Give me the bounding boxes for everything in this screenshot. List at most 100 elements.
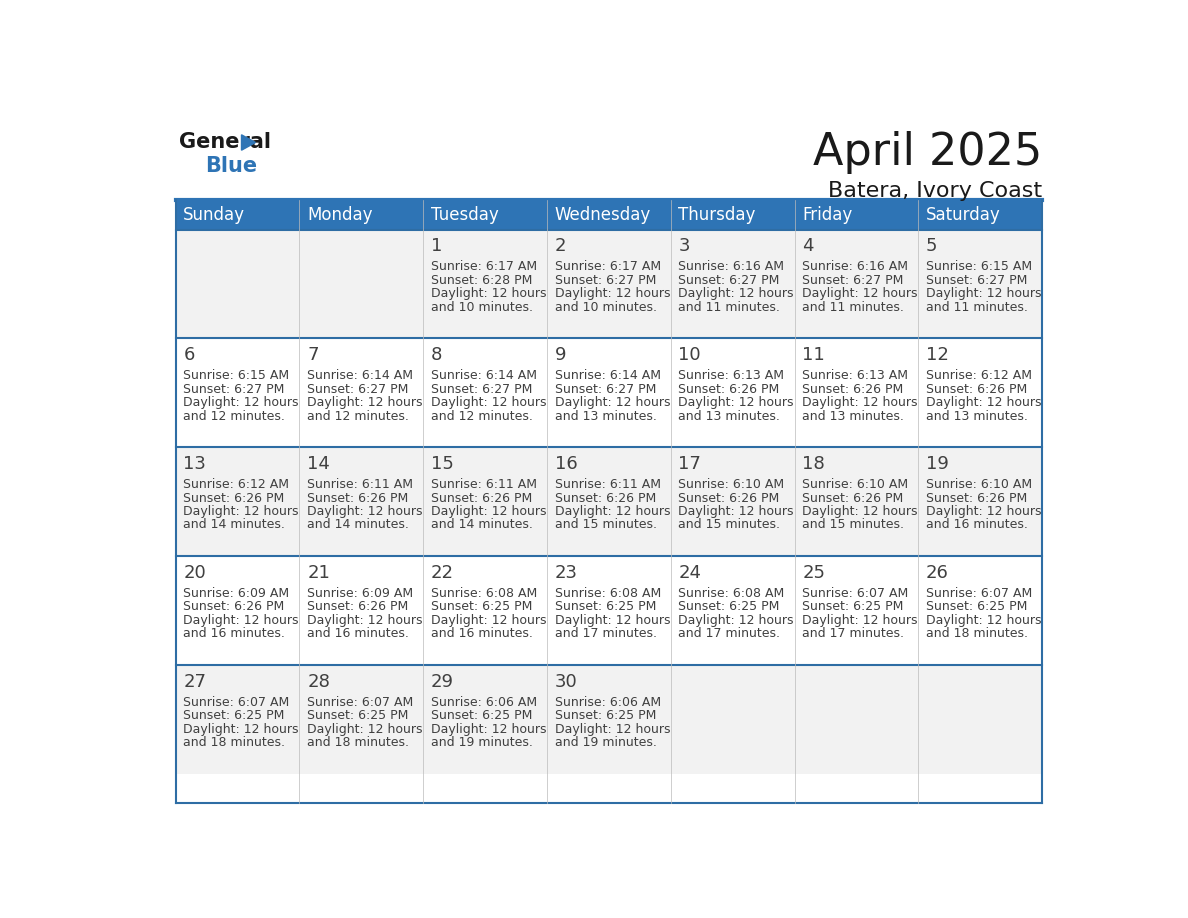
Text: Sunset: 6:26 PM: Sunset: 6:26 PM (308, 491, 409, 505)
Text: Sunset: 6:26 PM: Sunset: 6:26 PM (802, 383, 904, 396)
Text: Daylight: 12 hours: Daylight: 12 hours (802, 287, 918, 300)
Text: Sunrise: 6:17 AM: Sunrise: 6:17 AM (431, 261, 537, 274)
Bar (795, 200, 918, 230)
Text: Daylight: 12 hours: Daylight: 12 hours (678, 505, 794, 518)
Text: Blue: Blue (206, 155, 257, 175)
Text: 8: 8 (431, 346, 442, 364)
Text: Sunrise: 6:16 AM: Sunrise: 6:16 AM (678, 261, 784, 274)
Text: Saturday: Saturday (927, 206, 1000, 224)
Text: Daylight: 12 hours: Daylight: 12 hours (678, 614, 794, 627)
Text: Sunset: 6:27 PM: Sunset: 6:27 PM (802, 274, 904, 286)
Text: and 19 minutes.: and 19 minutes. (555, 736, 657, 749)
Text: Sunrise: 6:15 AM: Sunrise: 6:15 AM (927, 261, 1032, 274)
Text: 28: 28 (308, 673, 330, 690)
Text: Daylight: 12 hours: Daylight: 12 hours (183, 397, 299, 409)
Text: and 16 minutes.: and 16 minutes. (308, 627, 409, 641)
Text: 7: 7 (308, 346, 318, 364)
Text: General: General (179, 132, 272, 152)
Text: 16: 16 (555, 455, 577, 473)
Text: and 12 minutes.: and 12 minutes. (308, 409, 409, 422)
Text: Thursday: Thursday (678, 206, 756, 224)
Text: Sunrise: 6:10 AM: Sunrise: 6:10 AM (927, 478, 1032, 491)
Text: and 11 minutes.: and 11 minutes. (802, 301, 904, 314)
Text: 22: 22 (431, 564, 454, 582)
Text: Daylight: 12 hours: Daylight: 12 hours (927, 505, 1042, 518)
Text: Sunset: 6:27 PM: Sunset: 6:27 PM (555, 383, 656, 396)
Text: and 16 minutes.: and 16 minutes. (183, 627, 285, 641)
Text: Daylight: 12 hours: Daylight: 12 hours (927, 397, 1042, 409)
Text: Sunrise: 6:07 AM: Sunrise: 6:07 AM (183, 696, 290, 709)
Text: and 18 minutes.: and 18 minutes. (308, 736, 409, 749)
Text: and 17 minutes.: and 17 minutes. (678, 627, 781, 641)
Bar (176, 200, 299, 230)
Text: Daylight: 12 hours: Daylight: 12 hours (555, 287, 670, 300)
Text: Sunrise: 6:09 AM: Sunrise: 6:09 AM (183, 587, 290, 600)
Text: and 16 minutes.: and 16 minutes. (431, 627, 532, 641)
Text: Sunrise: 6:17 AM: Sunrise: 6:17 AM (555, 261, 661, 274)
Text: 1: 1 (431, 237, 442, 255)
Bar (176, 665, 1042, 774)
Text: and 16 minutes.: and 16 minutes. (927, 519, 1028, 532)
Text: and 15 minutes.: and 15 minutes. (555, 519, 657, 532)
Text: Daylight: 12 hours: Daylight: 12 hours (555, 397, 670, 409)
Text: and 14 minutes.: and 14 minutes. (431, 519, 532, 532)
Text: and 19 minutes.: and 19 minutes. (431, 736, 532, 749)
Text: Sunrise: 6:15 AM: Sunrise: 6:15 AM (183, 369, 290, 382)
Text: Sunset: 6:26 PM: Sunset: 6:26 PM (555, 491, 656, 505)
Text: 14: 14 (308, 455, 330, 473)
Text: Sunrise: 6:11 AM: Sunrise: 6:11 AM (555, 478, 661, 491)
Text: Sunrise: 6:12 AM: Sunrise: 6:12 AM (183, 478, 290, 491)
Text: Daylight: 12 hours: Daylight: 12 hours (927, 287, 1042, 300)
Text: Sunset: 6:27 PM: Sunset: 6:27 PM (927, 274, 1028, 286)
Text: Sunrise: 6:13 AM: Sunrise: 6:13 AM (802, 369, 909, 382)
Bar (423, 200, 546, 230)
Text: and 13 minutes.: and 13 minutes. (555, 409, 657, 422)
Text: 24: 24 (678, 564, 701, 582)
Text: Sunset: 6:27 PM: Sunset: 6:27 PM (431, 383, 532, 396)
Text: 21: 21 (308, 564, 330, 582)
Text: and 17 minutes.: and 17 minutes. (555, 627, 657, 641)
Text: and 14 minutes.: and 14 minutes. (308, 519, 409, 532)
Text: Monday: Monday (308, 206, 373, 224)
Text: Daylight: 12 hours: Daylight: 12 hours (927, 614, 1042, 627)
Text: Sunrise: 6:07 AM: Sunrise: 6:07 AM (802, 587, 909, 600)
Bar (546, 200, 671, 230)
Polygon shape (241, 135, 255, 151)
Text: Sunrise: 6:14 AM: Sunrise: 6:14 AM (555, 369, 661, 382)
Text: and 11 minutes.: and 11 minutes. (927, 301, 1028, 314)
Text: Sunset: 6:25 PM: Sunset: 6:25 PM (802, 600, 904, 613)
Text: Daylight: 12 hours: Daylight: 12 hours (431, 722, 546, 735)
Text: Daylight: 12 hours: Daylight: 12 hours (555, 722, 670, 735)
Text: and 13 minutes.: and 13 minutes. (678, 409, 781, 422)
Text: Sunrise: 6:09 AM: Sunrise: 6:09 AM (308, 587, 413, 600)
Text: Batera, Ivory Coast: Batera, Ivory Coast (828, 181, 1042, 201)
Text: Wednesday: Wednesday (555, 206, 651, 224)
Text: and 18 minutes.: and 18 minutes. (927, 627, 1028, 641)
Text: Sunset: 6:26 PM: Sunset: 6:26 PM (678, 491, 779, 505)
Text: Sunset: 6:26 PM: Sunset: 6:26 PM (308, 600, 409, 613)
Text: Friday: Friday (802, 206, 853, 224)
Text: Daylight: 12 hours: Daylight: 12 hours (802, 614, 918, 627)
Bar (299, 200, 423, 230)
Text: April 2025: April 2025 (813, 131, 1042, 174)
Text: Sunset: 6:25 PM: Sunset: 6:25 PM (431, 710, 532, 722)
Text: and 13 minutes.: and 13 minutes. (927, 409, 1028, 422)
Text: Sunrise: 6:07 AM: Sunrise: 6:07 AM (927, 587, 1032, 600)
Text: 2: 2 (555, 237, 567, 255)
Text: Sunset: 6:25 PM: Sunset: 6:25 PM (431, 600, 532, 613)
Text: Sunset: 6:28 PM: Sunset: 6:28 PM (431, 274, 532, 286)
Text: 17: 17 (678, 455, 701, 473)
Text: Sunrise: 6:08 AM: Sunrise: 6:08 AM (555, 587, 661, 600)
Text: 5: 5 (927, 237, 937, 255)
Text: Sunset: 6:27 PM: Sunset: 6:27 PM (555, 274, 656, 286)
Text: Sunrise: 6:16 AM: Sunrise: 6:16 AM (802, 261, 909, 274)
Text: Sunset: 6:25 PM: Sunset: 6:25 PM (678, 600, 779, 613)
Text: Daylight: 12 hours: Daylight: 12 hours (555, 505, 670, 518)
Bar (176, 230, 1042, 339)
Text: 27: 27 (183, 673, 207, 690)
Text: Daylight: 12 hours: Daylight: 12 hours (431, 397, 546, 409)
Text: and 11 minutes.: and 11 minutes. (678, 301, 781, 314)
Text: Sunset: 6:25 PM: Sunset: 6:25 PM (183, 710, 285, 722)
Text: Sunset: 6:27 PM: Sunset: 6:27 PM (183, 383, 285, 396)
Text: 11: 11 (802, 346, 824, 364)
